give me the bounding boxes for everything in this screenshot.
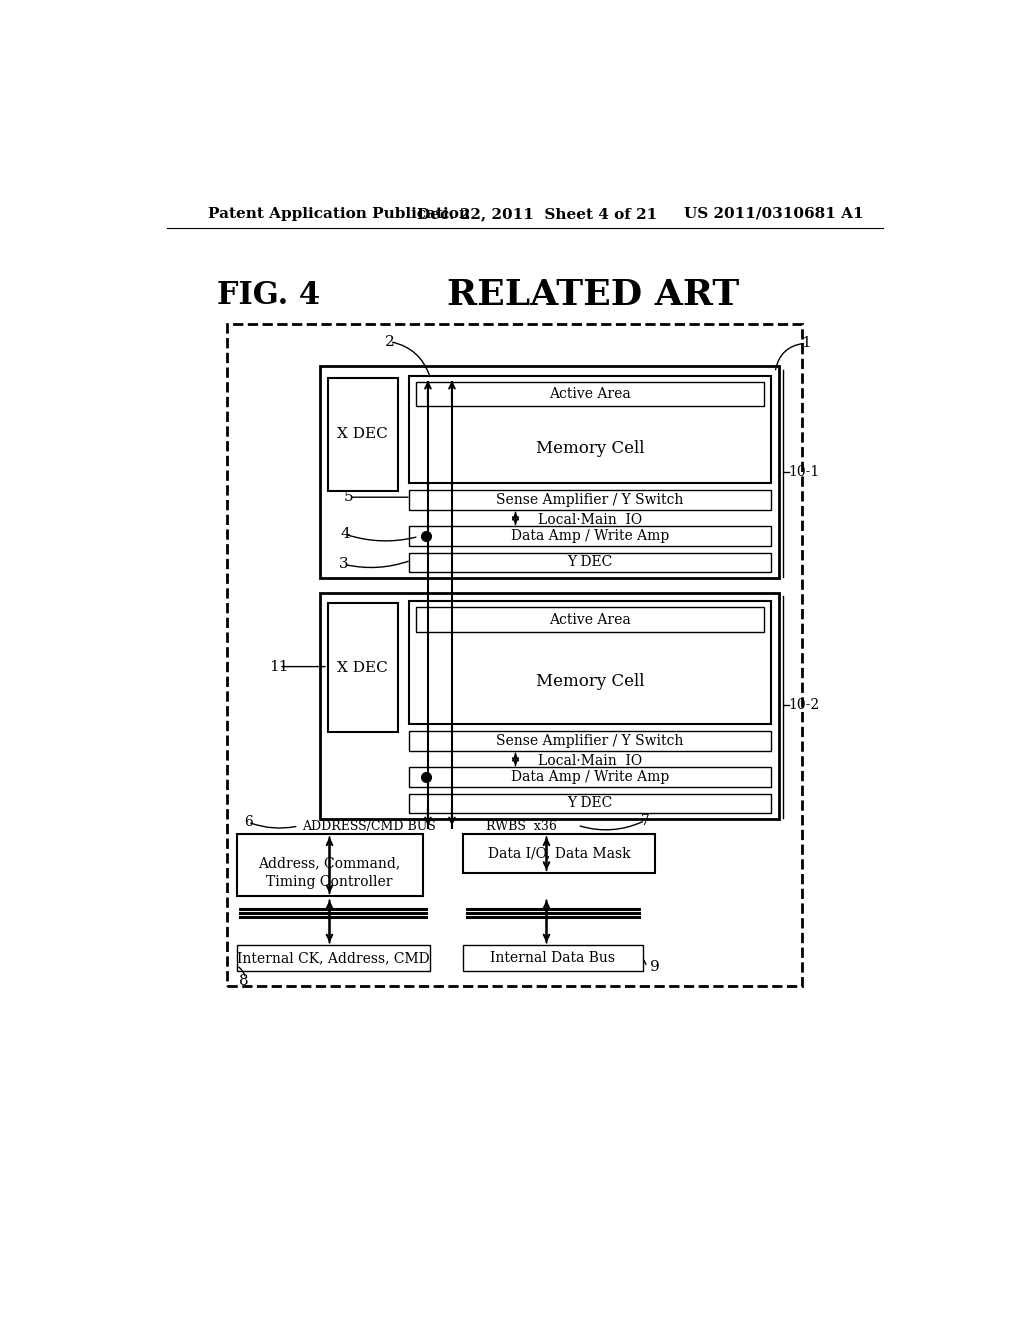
Bar <box>227 323 802 986</box>
Text: 8: 8 <box>239 974 249 987</box>
Bar <box>409 767 771 788</box>
Bar <box>463 834 655 873</box>
Text: 11: 11 <box>269 660 289 673</box>
Text: Memory Cell: Memory Cell <box>536 440 644 457</box>
Text: 9: 9 <box>649 960 659 974</box>
Bar <box>237 945 430 970</box>
Text: 1: 1 <box>801 337 811 350</box>
Text: 10-1: 10-1 <box>788 465 819 479</box>
Bar <box>237 834 423 896</box>
Text: Local·Main  IO: Local·Main IO <box>538 754 642 767</box>
Text: Active Area: Active Area <box>549 387 631 401</box>
Text: X DEC: X DEC <box>338 661 388 675</box>
Bar <box>417 381 764 407</box>
Bar <box>321 594 779 818</box>
Text: 3: 3 <box>339 557 348 572</box>
Bar <box>321 367 779 578</box>
Text: Data Amp / Write Amp: Data Amp / Write Amp <box>511 771 669 784</box>
Text: RWBS  x36: RWBS x36 <box>486 820 557 833</box>
Bar <box>409 490 771 510</box>
Text: Sense Amplifier / Y Switch: Sense Amplifier / Y Switch <box>497 734 684 747</box>
Text: Active Area: Active Area <box>549 612 631 627</box>
Text: Patent Application Publication: Patent Application Publication <box>208 207 470 220</box>
Text: 10-2: 10-2 <box>788 698 819 711</box>
Bar <box>409 793 771 813</box>
Bar <box>409 601 771 725</box>
Bar <box>409 730 771 751</box>
Text: X DEC: X DEC <box>338 428 388 441</box>
Text: 2: 2 <box>385 335 395 348</box>
Text: FIG. 4: FIG. 4 <box>217 280 321 312</box>
Text: Internal CK, Address, CMD: Internal CK, Address, CMD <box>238 950 430 965</box>
Bar <box>409 376 771 483</box>
Text: Internal Data Bus: Internal Data Bus <box>490 950 615 965</box>
Text: US 2011/0310681 A1: US 2011/0310681 A1 <box>684 207 864 220</box>
Text: Data Amp / Write Amp: Data Amp / Write Amp <box>511 529 669 544</box>
Text: Y DEC: Y DEC <box>567 796 612 810</box>
Text: Local·Main  IO: Local·Main IO <box>538 513 642 527</box>
Text: 6: 6 <box>244 816 253 829</box>
Text: Dec. 22, 2011  Sheet 4 of 21: Dec. 22, 2011 Sheet 4 of 21 <box>417 207 657 220</box>
Text: Y DEC: Y DEC <box>567 556 612 569</box>
Text: Address, Command,: Address, Command, <box>258 857 400 871</box>
Text: RELATED ART: RELATED ART <box>446 279 739 313</box>
Text: Timing Controller: Timing Controller <box>266 875 393 890</box>
Text: ADDRESS/CMD BUS: ADDRESS/CMD BUS <box>302 820 436 833</box>
Text: 5: 5 <box>344 490 353 504</box>
Text: Memory Cell: Memory Cell <box>536 673 644 690</box>
Bar <box>328 603 397 733</box>
Text: 4: 4 <box>340 527 350 541</box>
Bar <box>409 553 771 572</box>
Bar <box>417 607 764 632</box>
Text: Data I/O, Data Mask: Data I/O, Data Mask <box>487 846 630 861</box>
Bar <box>328 378 397 491</box>
Text: Sense Amplifier / Y Switch: Sense Amplifier / Y Switch <box>497 492 684 507</box>
Bar <box>463 945 643 970</box>
Text: 7: 7 <box>640 813 649 828</box>
Bar <box>409 527 771 546</box>
